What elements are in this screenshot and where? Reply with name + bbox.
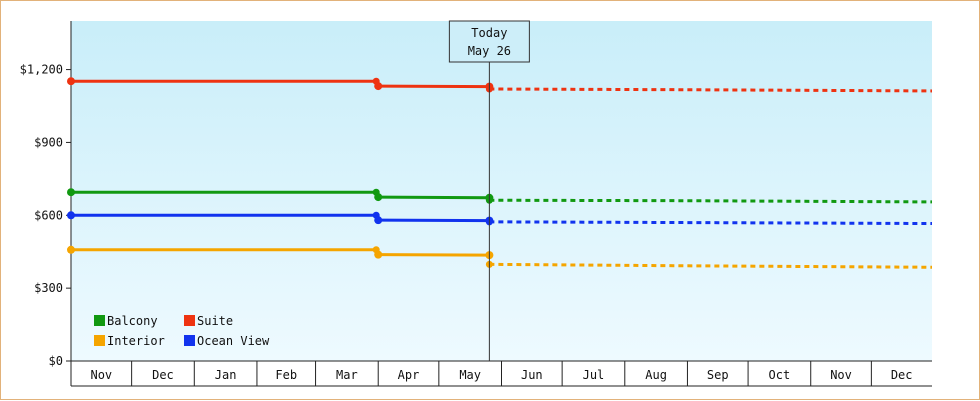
month-label: Oct (769, 368, 791, 382)
legend-label: Suite (197, 314, 233, 328)
y-tick-label: $0 (49, 354, 63, 368)
month-label: Jan (215, 368, 237, 382)
month-label: Dec (891, 368, 913, 382)
month-label: Sep (707, 368, 729, 382)
y-tick-label: $900 (34, 135, 63, 149)
series-line-forecast (489, 198, 933, 204)
data-point (374, 216, 383, 225)
today-marker: Today May 26 (448, 20, 530, 361)
month-label: May (459, 368, 481, 382)
data-point (374, 193, 383, 202)
month-label: Jul (583, 368, 605, 382)
month-label: Mar (336, 368, 358, 382)
legend-item-interior: Interior (94, 334, 165, 348)
legend-item-balcony: Balcony (94, 314, 158, 328)
series-line-forecast (489, 262, 933, 269)
today-label: Today (471, 26, 507, 40)
legend-label: Balcony (107, 314, 158, 328)
series-balcony (67, 188, 933, 204)
legend-item-ocean-view: Ocean View (184, 334, 270, 348)
y-tick-label: $300 (34, 281, 63, 295)
legend-swatch (94, 335, 105, 346)
legend-label: Interior (107, 334, 165, 348)
today-box (448, 20, 530, 63)
month-label: Jun (521, 368, 543, 382)
y-tick-label: $1,200 (20, 63, 63, 77)
data-point (67, 245, 75, 254)
data-point (67, 77, 75, 86)
y-axis: $0 $300 $600 $900 $1,200 (20, 21, 72, 368)
series-layer (67, 77, 933, 269)
data-point (374, 82, 383, 91)
series-line-forecast (489, 220, 933, 226)
legend: Balcony Suite Interior Ocean View (94, 314, 270, 348)
month-label: Dec (152, 368, 174, 382)
month-label: Apr (398, 368, 420, 382)
data-point (67, 188, 75, 197)
series-ocean-view (67, 211, 933, 226)
y-tick-label: $600 (34, 208, 63, 222)
today-date: May 26 (468, 44, 511, 58)
legend-swatch (184, 315, 195, 326)
month-label: Nov (830, 368, 852, 382)
data-point (67, 211, 75, 220)
legend-swatch (94, 315, 105, 326)
legend-swatch (184, 335, 195, 346)
legend-label: Ocean View (197, 334, 270, 348)
legend-item-suite: Suite (184, 314, 233, 328)
x-axis: Nov Dec Jan Feb Mar Apr May Jun Jul Aug Sep Oct Nov D… (70, 360, 932, 387)
series-interior (67, 245, 933, 269)
month-label: Aug (645, 368, 667, 382)
series-suite (67, 77, 933, 93)
month-label: Feb (275, 368, 297, 382)
month-label: Nov (90, 368, 112, 382)
data-point (374, 250, 383, 259)
series-line-forecast (489, 87, 933, 93)
